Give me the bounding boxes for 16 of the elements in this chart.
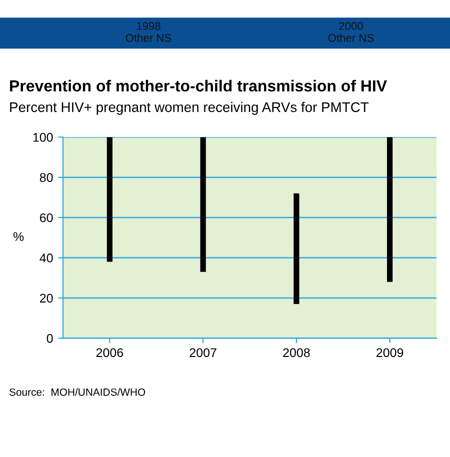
text: 1998 Other NS — [126, 22, 172, 42]
x-tick-label: 2006 — [96, 348, 124, 358]
y-tick-label: 80 — [40, 173, 53, 182]
source-note: Source: MOH/UNAIDS/WHO — [9, 388, 146, 396]
y-tick-label: 40 — [40, 254, 53, 262]
text: 2000 Other NS — [328, 22, 374, 42]
y-tick-label: 100 — [33, 132, 53, 142]
x-tick-label: 2007 — [190, 348, 216, 358]
y-axis-title: % — [13, 232, 24, 241]
y-tick-label: 60 — [40, 213, 53, 222]
x-tick-label: 2008 — [283, 348, 310, 358]
chart-subtitle: Percent HIV+ pregnant women receiving ARVs for PMTCT — [10, 102, 369, 115]
x-tick-label: 2009 — [376, 348, 404, 358]
y-tick-label: 20 — [40, 294, 53, 303]
y-tick-label: 0 — [46, 334, 53, 343]
chart-title: Prevention of mother-to-child transmission of HIV — [10, 80, 387, 92]
